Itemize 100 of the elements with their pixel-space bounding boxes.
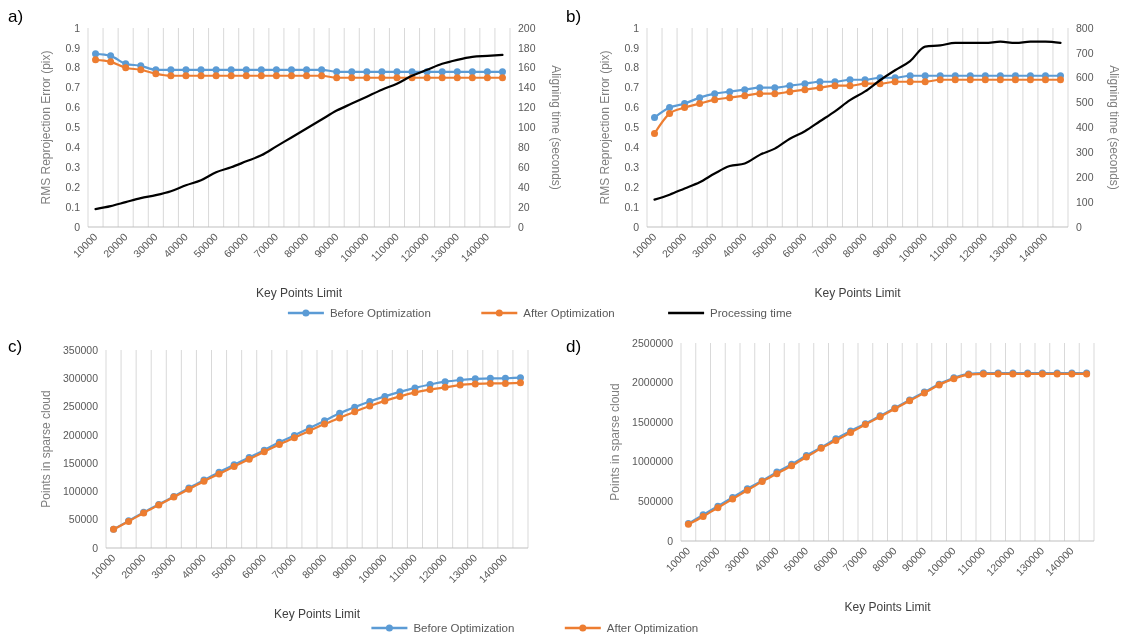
- point: [801, 80, 809, 88]
- point: [348, 68, 356, 76]
- point: [363, 74, 371, 82]
- point: [498, 74, 506, 82]
- y2-tick-label: 160: [518, 61, 536, 74]
- point: [921, 78, 929, 86]
- point: [107, 52, 115, 60]
- point: [182, 72, 190, 80]
- point: [257, 72, 265, 80]
- y2-tick-label: 0: [1076, 220, 1082, 233]
- legend-label: Processing time: [710, 307, 792, 320]
- y2-tick-label: 100: [518, 121, 536, 134]
- point: [318, 66, 326, 74]
- point: [681, 104, 689, 112]
- y-axis-title: RMS Reprojection Error (pix): [598, 50, 612, 205]
- point: [378, 68, 386, 76]
- point: [107, 58, 115, 66]
- y2-tick-label: 600: [1076, 71, 1094, 84]
- point: [303, 66, 311, 74]
- point: [741, 92, 749, 100]
- x-axis-title: Key Points Limit: [814, 286, 902, 300]
- y-tick-label: 0: [74, 220, 81, 233]
- y-tick-label: 50000: [68, 513, 99, 526]
- line-series: [94, 53, 504, 211]
- point: [197, 72, 205, 80]
- point: [333, 68, 341, 76]
- y-tick-label: 300000: [62, 371, 99, 384]
- x-axis-title: Key Points Limit: [273, 607, 361, 621]
- point: [137, 66, 145, 74]
- point: [167, 66, 175, 74]
- point: [396, 392, 404, 400]
- y2-tick-label: 700: [1076, 46, 1094, 59]
- y2-tick-label: 40: [518, 180, 530, 193]
- point: [152, 70, 160, 78]
- y-tick-label: 0.4: [624, 141, 640, 154]
- point: [651, 114, 659, 122]
- point: [666, 110, 674, 118]
- y-tick-label: 1500000: [632, 415, 674, 428]
- point: [861, 80, 869, 88]
- chart-title: c): [8, 337, 23, 356]
- y-tick-label: 250000: [62, 400, 99, 413]
- point: [426, 386, 434, 394]
- point: [891, 78, 899, 86]
- point: [212, 72, 220, 80]
- point: [303, 72, 311, 80]
- point: [483, 68, 491, 76]
- point: [456, 381, 464, 389]
- point: [801, 86, 809, 94]
- x-axis-title: Key Points Limit: [844, 600, 932, 614]
- point: [483, 74, 491, 82]
- legend-label: Before Optimization: [413, 622, 515, 635]
- y2-tick-label: 120: [518, 101, 536, 114]
- point: [336, 414, 344, 422]
- point: [272, 72, 280, 80]
- line-series: [653, 40, 1062, 201]
- y-tick-label: 2500000: [632, 336, 674, 349]
- point: [242, 72, 250, 80]
- point: [498, 68, 506, 76]
- y2-tick-label: 140: [518, 81, 536, 94]
- point: [1011, 76, 1019, 84]
- point: [393, 74, 401, 82]
- legend-label: After Optimization: [606, 622, 699, 635]
- point: [846, 76, 854, 84]
- point: [182, 66, 190, 74]
- y-tick-label: 1000000: [632, 455, 674, 468]
- y-tick-label: 0.4: [65, 141, 81, 154]
- y-tick-label: 100000: [62, 485, 99, 498]
- point: [393, 68, 401, 76]
- y-tick-label: 2000000: [632, 376, 674, 389]
- point: [696, 100, 704, 108]
- y-tick-label: 0.1: [65, 200, 81, 213]
- point: [516, 379, 524, 387]
- y-tick-label: 0.1: [624, 200, 640, 213]
- point: [696, 94, 704, 102]
- y2-tick-label: 20: [518, 200, 530, 213]
- point: [936, 76, 944, 84]
- y2-tick-label: 180: [518, 41, 536, 54]
- point: [363, 68, 371, 76]
- y2-tick-label: 800: [1076, 21, 1094, 34]
- y-tick-label: 0.5: [624, 121, 640, 134]
- point: [786, 88, 794, 96]
- point: [786, 82, 794, 90]
- chart-title: a): [8, 7, 24, 26]
- y-tick-label: 0: [92, 541, 99, 554]
- y-tick-label: 0.8: [65, 61, 81, 74]
- y2-tick-label: 500: [1076, 96, 1094, 109]
- point: [333, 74, 341, 82]
- y-tick-label: 0.3: [624, 160, 640, 173]
- y-tick-label: 150000: [62, 456, 99, 469]
- point: [348, 74, 356, 82]
- y-axis-title: RMS Reprojection Error (pix): [39, 50, 53, 205]
- y-tick-label: 0: [667, 534, 674, 547]
- y-tick-label: 0.9: [65, 41, 81, 54]
- point: [816, 84, 824, 92]
- point: [816, 78, 824, 86]
- y2-tick-label: 400: [1076, 121, 1094, 134]
- point: [453, 74, 461, 82]
- point: [411, 388, 419, 396]
- point: [951, 76, 959, 84]
- y2-tick-label: 200: [1076, 170, 1094, 183]
